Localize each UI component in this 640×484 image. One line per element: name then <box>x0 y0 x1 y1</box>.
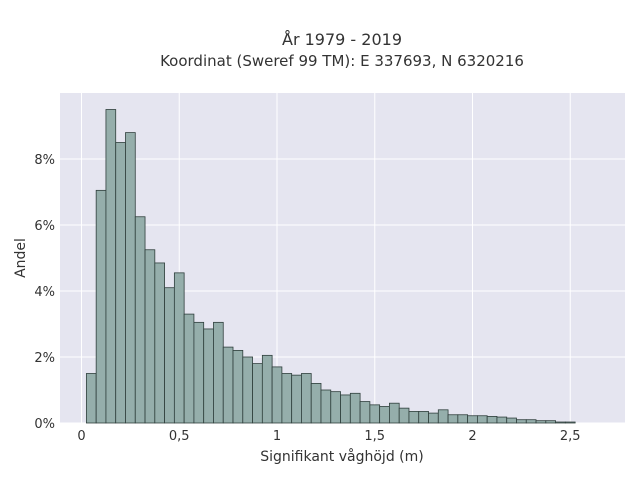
histogram-bar <box>213 321 224 424</box>
histogram-bar <box>389 402 400 424</box>
histogram-bar <box>349 392 361 424</box>
histogram-bar <box>408 411 420 424</box>
x-axis-label: Signifikant våghöjd (m) <box>260 448 423 465</box>
histogram-bar <box>242 356 253 424</box>
histogram-bar <box>340 394 351 424</box>
histogram-bar <box>457 414 469 424</box>
histogram-bar <box>418 411 429 424</box>
x-axis-ticks: 0 0,5 1 1,5 2 2,5 <box>77 429 580 444</box>
histogram-bar <box>437 409 449 424</box>
histogram-bar <box>320 389 332 424</box>
histogram-bar <box>164 287 175 424</box>
histogram-bar <box>173 272 185 424</box>
histogram-bar <box>428 412 439 424</box>
histogram-bar <box>496 416 508 424</box>
histogram-bar <box>555 421 566 424</box>
x-tick-label: 1,5 <box>364 429 385 444</box>
histogram-bar <box>252 363 263 424</box>
histogram-bar <box>525 419 537 424</box>
histogram-bar <box>134 216 146 424</box>
histogram-bar <box>281 373 293 424</box>
histogram-bar <box>535 420 547 424</box>
histogram-bar <box>564 421 576 424</box>
x-tick-label: 1 <box>273 429 281 444</box>
y-axis-ticks: 0% 2% 4% 6% 8% <box>34 153 55 432</box>
histogram-bar <box>261 354 273 424</box>
histogram-bar <box>369 404 381 424</box>
histogram-bar <box>486 415 498 424</box>
histogram-bar <box>115 142 126 424</box>
histogram-bar <box>125 132 136 424</box>
histogram-bar <box>154 262 165 424</box>
histogram-bar <box>193 321 205 424</box>
bars <box>85 109 576 424</box>
histogram-bar <box>203 328 214 424</box>
histogram-bar <box>379 406 390 424</box>
x-tick-label: 0 <box>77 429 85 444</box>
histogram-bar <box>516 419 527 424</box>
histogram-bar <box>476 415 488 424</box>
histogram-bar <box>330 391 341 424</box>
chart-title-line-2: Koordinat (Sweref 99 TM): E 337693, N 63… <box>160 52 524 70</box>
histogram-bar <box>447 414 459 424</box>
histogram-bar <box>359 401 371 424</box>
histogram-bar <box>398 407 410 424</box>
x-tick-label: 2,5 <box>560 429 581 444</box>
histogram-bar <box>271 366 283 424</box>
histogram-bar <box>310 382 322 424</box>
histogram-bar <box>467 415 478 424</box>
y-tick-label: 8% <box>34 153 55 168</box>
histogram-bar <box>232 349 244 424</box>
histogram-bar <box>301 373 312 424</box>
histogram-bar <box>144 249 156 424</box>
histogram-bar <box>506 417 517 424</box>
histogram-bar <box>545 420 556 424</box>
y-axis-label: Andel <box>13 238 29 278</box>
histogram-bar <box>105 109 117 424</box>
histogram-bar <box>183 313 195 424</box>
histogram-bar <box>222 346 234 424</box>
histogram-bar <box>95 189 107 424</box>
x-tick-label: 2 <box>468 429 476 444</box>
y-tick-label: 2% <box>34 351 55 366</box>
histogram-bar <box>85 373 97 424</box>
y-tick-label: 0% <box>34 417 55 432</box>
x-tick-label: 0,5 <box>169 429 190 444</box>
chart-title-line-1: År 1979 - 2019 <box>282 30 402 49</box>
histogram-bar <box>291 374 302 424</box>
y-tick-label: 6% <box>34 219 55 234</box>
y-tick-label: 4% <box>34 285 55 300</box>
